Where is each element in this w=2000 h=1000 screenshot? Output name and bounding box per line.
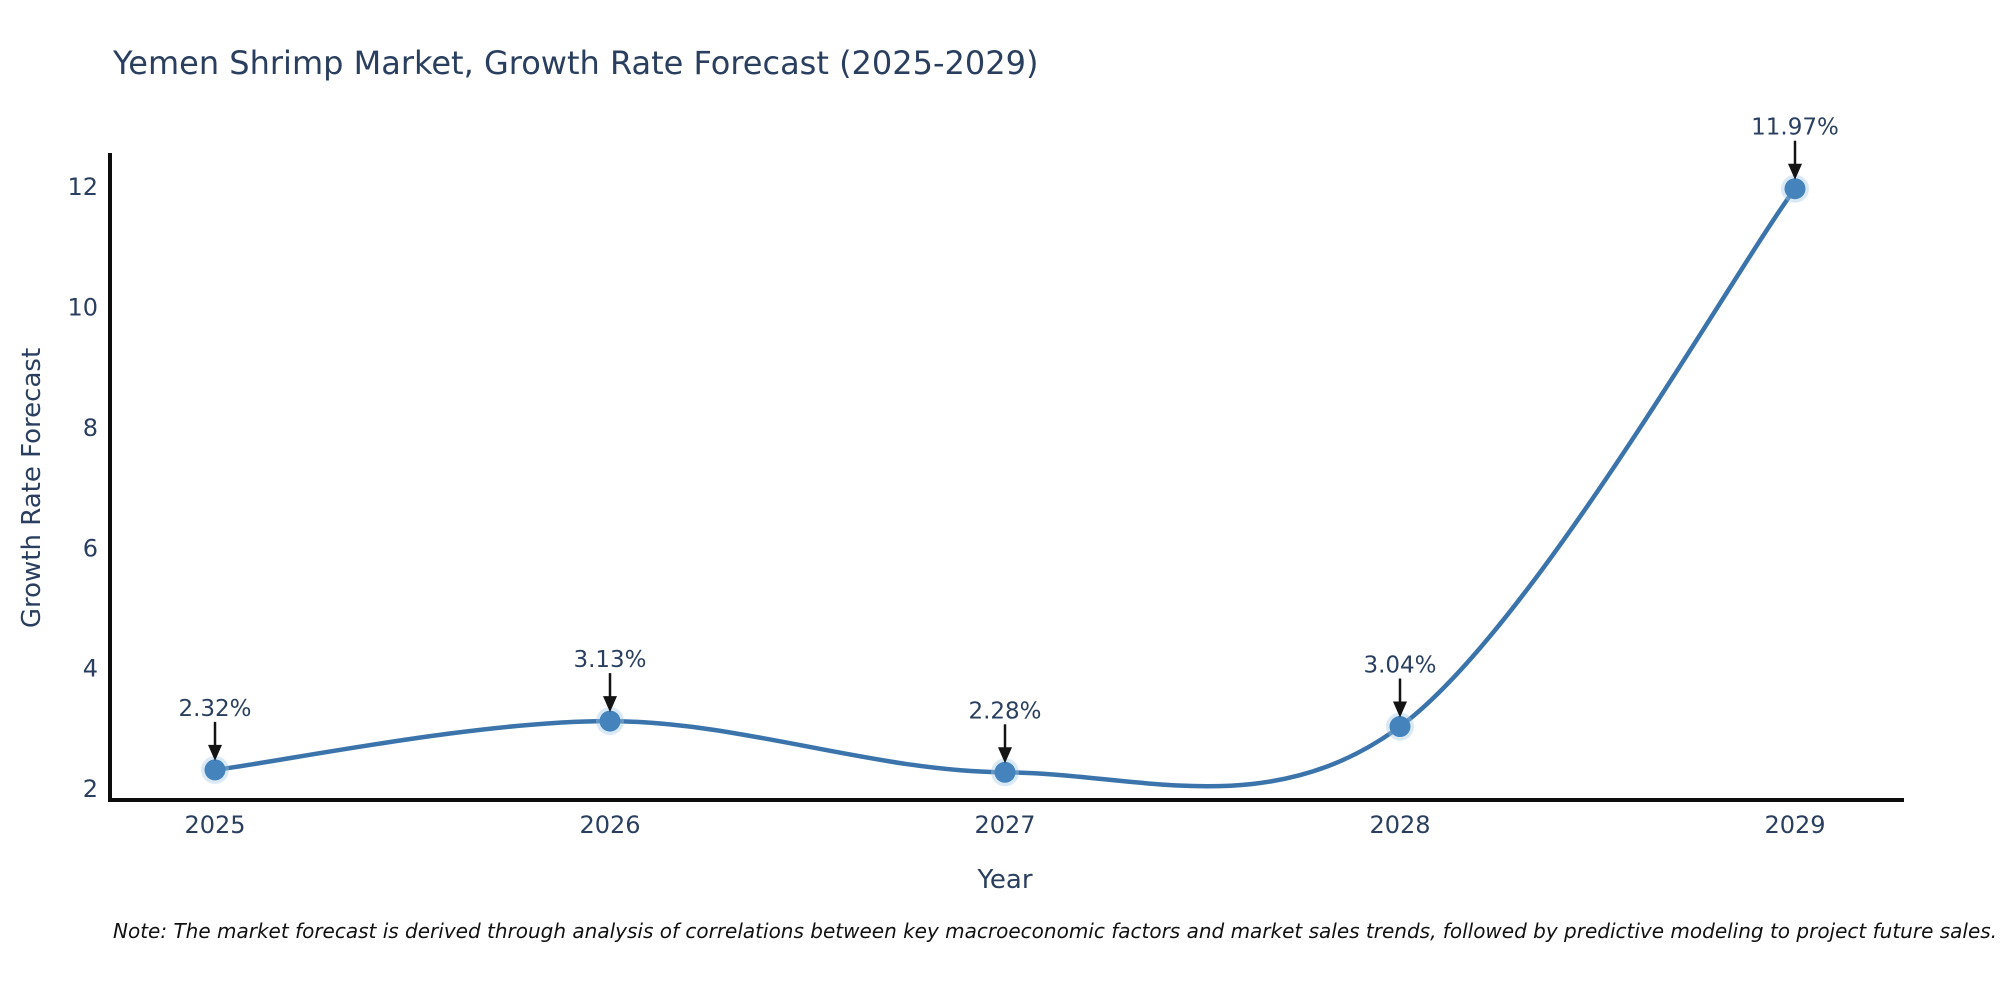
x-tick-label: 2028 <box>1369 811 1430 839</box>
point-value-label: 3.13% <box>573 647 646 673</box>
x-tick-label: 2027 <box>974 811 1035 839</box>
y-tick-label: 2 <box>83 775 98 803</box>
x-tick-label: 2026 <box>579 811 640 839</box>
y-tick-label: 6 <box>83 534 98 562</box>
data-point[interactable] <box>204 759 226 781</box>
data-point[interactable] <box>1784 178 1806 200</box>
y-tick-label: 8 <box>83 414 98 442</box>
footnote-text: Note: The market forecast is derived thr… <box>113 919 1998 943</box>
data-point[interactable] <box>599 710 621 732</box>
axis-lines <box>108 153 1904 802</box>
x-tick-label: 2025 <box>184 811 245 839</box>
annotation-arrowhead-icon <box>208 744 222 761</box>
annotation-arrowhead-icon <box>1393 701 1407 718</box>
x-tick-label: 2029 <box>1764 811 1825 839</box>
data-point[interactable] <box>994 761 1016 783</box>
point-value-label: 2.32% <box>178 696 251 722</box>
point-value-label: 2.28% <box>968 698 1041 724</box>
point-value-label: 3.04% <box>1363 653 1436 679</box>
y-tick-label: 10 <box>67 293 98 321</box>
data-point[interactable] <box>1389 716 1411 738</box>
chart-title: Yemen Shrimp Market, Growth Rate Forecas… <box>113 44 1039 82</box>
point-value-label: 11.97% <box>1751 115 1839 141</box>
x-axis-title: Year <box>977 865 1033 895</box>
growth-rate-line <box>212 186 1798 789</box>
y-tick-label: 12 <box>67 173 98 201</box>
annotation-arrowhead-icon <box>603 696 617 713</box>
annotation-arrowhead-icon <box>998 747 1012 764</box>
y-tick-label: 4 <box>83 655 98 683</box>
annotation-arrowhead-icon <box>1788 163 1802 180</box>
